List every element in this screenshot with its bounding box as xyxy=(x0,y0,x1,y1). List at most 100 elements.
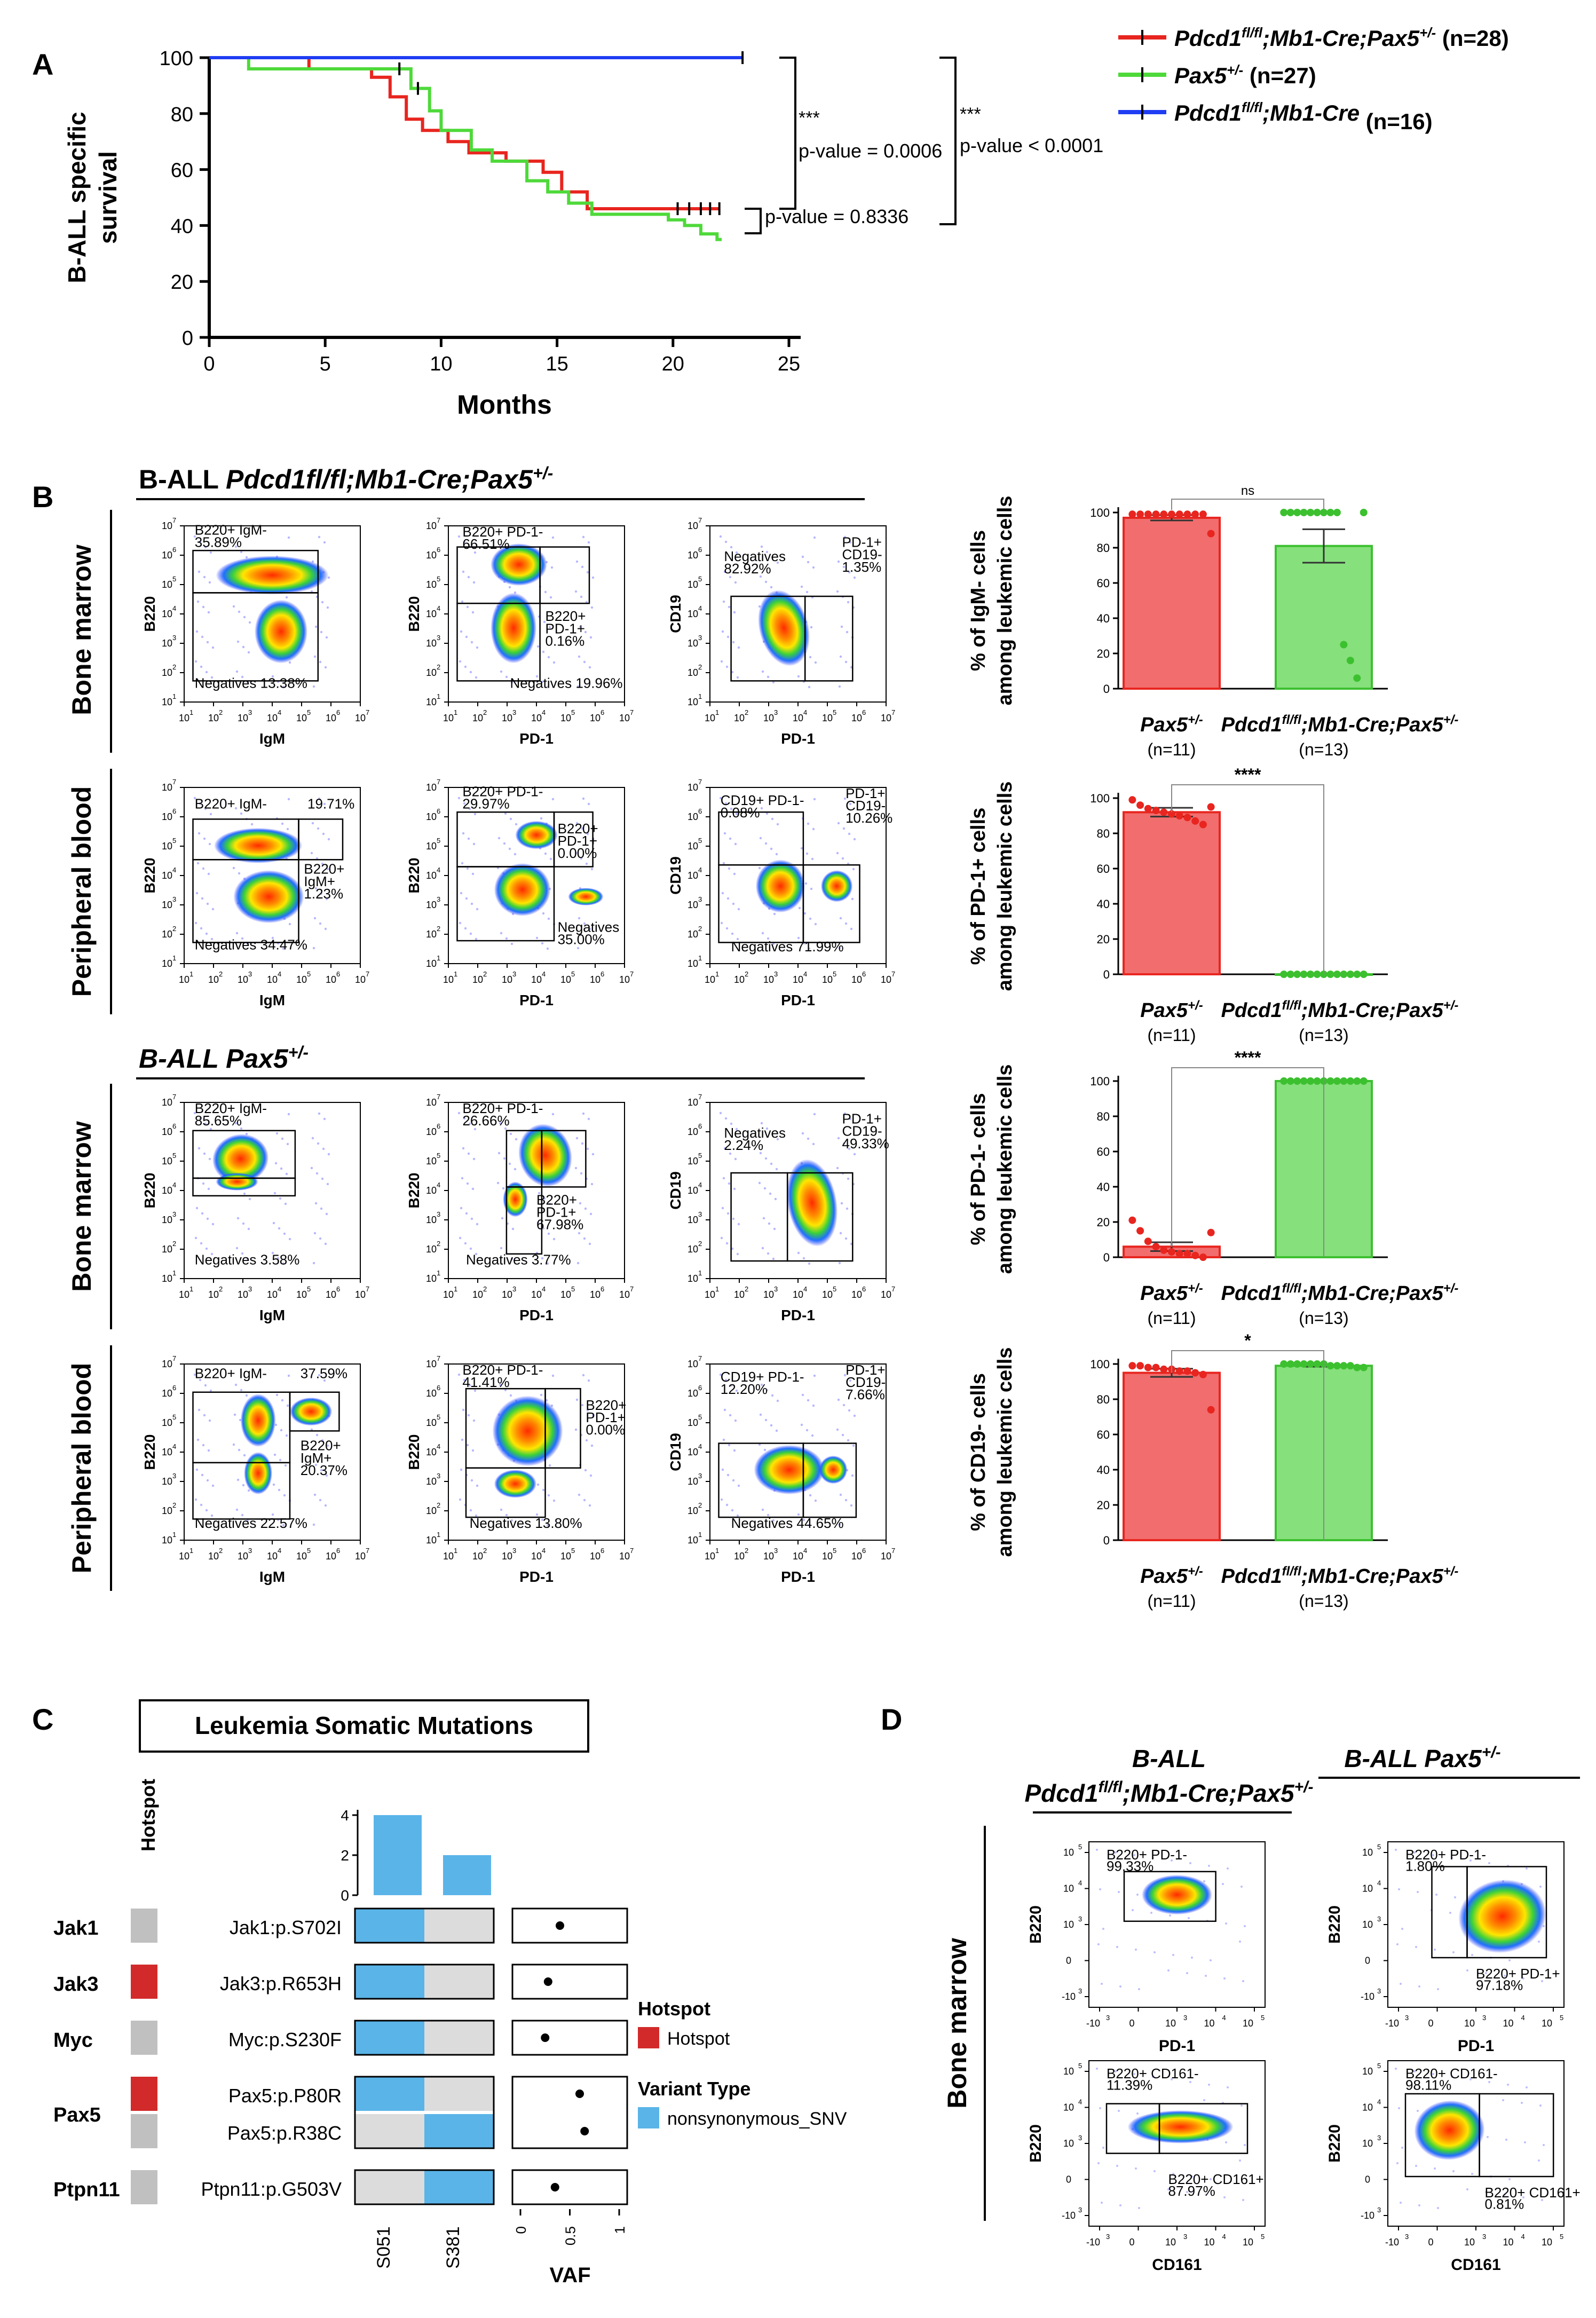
x-axis-label: PD-1 xyxy=(519,1568,554,1585)
group-n-2: (n=13) xyxy=(1299,740,1348,759)
event-dot xyxy=(459,1498,462,1501)
density-blob xyxy=(244,1452,272,1495)
event-dot xyxy=(499,1383,502,1386)
data-point xyxy=(1152,1363,1160,1371)
group-label-part: ;Mb1-Cre;Pax5 xyxy=(1301,999,1444,1022)
event-dot xyxy=(759,1413,762,1416)
data-point xyxy=(1313,509,1321,516)
event-dot xyxy=(1133,1854,1135,1856)
x-tick-base: 10 xyxy=(560,974,571,985)
y-tick-base: 10 xyxy=(426,609,437,619)
event-dot xyxy=(575,1137,579,1140)
event-dot xyxy=(287,536,290,539)
event-dot xyxy=(508,847,511,850)
y-tick-base: 10 xyxy=(688,841,698,851)
event-dot xyxy=(234,545,238,548)
event-dot xyxy=(281,822,284,825)
y-tick-base: 0 xyxy=(1365,1956,1370,1966)
gate-label: 1.23% xyxy=(304,886,343,902)
gate-label: 37.59% xyxy=(301,1365,347,1381)
event-dot xyxy=(246,1257,249,1260)
gate-label: PD-1+ xyxy=(546,620,585,636)
event-dot xyxy=(722,1177,725,1180)
event-dot xyxy=(1538,2159,1540,2162)
event-dot xyxy=(242,1484,245,1487)
data-point xyxy=(1346,1077,1354,1085)
event-dot xyxy=(325,636,328,639)
x-tick-exp: 6 xyxy=(862,708,866,716)
y-tick-exp: 1 xyxy=(437,1531,440,1539)
y-tick-base: 10 xyxy=(1063,2138,1074,2149)
event-dot xyxy=(1152,1857,1154,1859)
x-tick-base: 0 xyxy=(1428,2237,1433,2248)
event-dot xyxy=(812,1404,815,1407)
event-dot xyxy=(587,802,590,806)
y-tick-exp: 3 xyxy=(1377,2206,1381,2214)
data-point xyxy=(1326,509,1334,516)
event-dot xyxy=(1138,2207,1140,2209)
event-dot xyxy=(209,813,212,816)
x-tick-base: 10 xyxy=(355,974,366,985)
x-tick-exp: 5 xyxy=(307,1285,311,1293)
y-axis-label-1: % of CD19- cells xyxy=(967,1373,990,1531)
event-dot xyxy=(311,1137,314,1140)
data-point xyxy=(1191,1369,1199,1377)
y-tick-base: 10 xyxy=(426,1417,437,1428)
event-dot xyxy=(206,641,209,644)
event-dot xyxy=(457,797,461,800)
event-dot xyxy=(575,822,579,825)
event-dot xyxy=(552,1499,556,1502)
event-dot xyxy=(208,842,211,846)
event-dot xyxy=(847,601,850,604)
y-tick-exp: 7 xyxy=(698,1093,702,1101)
group-n-2: (n=13) xyxy=(1299,1591,1348,1611)
gene-box xyxy=(354,1964,495,2000)
y-tick-exp: 3 xyxy=(172,634,176,642)
gate xyxy=(192,1177,296,1197)
event-dot xyxy=(811,857,814,861)
event-dot xyxy=(588,1242,591,1245)
event-dot xyxy=(476,646,479,649)
x-tick-exp: 6 xyxy=(336,970,340,978)
event-dot xyxy=(587,1379,590,1382)
x-tick-exp: 4 xyxy=(1222,2014,1226,2022)
x-tick-base: 10 xyxy=(881,974,891,985)
event-dot xyxy=(476,908,479,911)
mutation-label: Myc:p.S230F xyxy=(228,2029,342,2051)
gate-label: CD19+ PD-1- xyxy=(721,1369,804,1385)
x-tick-exp: 4 xyxy=(803,1547,807,1555)
event-dot xyxy=(1189,1862,1191,1864)
event-dot xyxy=(210,1514,214,1517)
event-dot xyxy=(767,1513,770,1517)
event-dot xyxy=(844,660,848,664)
event-dot xyxy=(282,685,285,689)
y-tick-base: 10 xyxy=(688,1244,698,1255)
gate-label: 98.11% xyxy=(1405,2077,1451,2093)
y-tick-base: 10 xyxy=(426,1535,437,1546)
group-label-part: fl/fl xyxy=(1282,1564,1302,1579)
top-tick-label: 2 xyxy=(341,1847,349,1864)
legend-variant-title: Variant Type xyxy=(638,2078,750,2100)
gate-label: 49.33% xyxy=(842,1136,889,1152)
event-dot xyxy=(1191,1957,1193,1959)
stars-red-vs-blue: *** xyxy=(799,108,820,128)
y-tick-exp: 2 xyxy=(698,1501,702,1509)
vaf-box xyxy=(511,2076,628,2149)
event-dot xyxy=(728,867,731,870)
event-dot xyxy=(235,932,239,935)
event-dot xyxy=(760,1383,763,1386)
event-dot xyxy=(853,1414,856,1417)
gate-label: B220+ IgM- xyxy=(195,1365,267,1381)
event-dot xyxy=(1223,1977,1226,1980)
y-axis-label: B220 xyxy=(1027,1905,1045,1944)
data-point xyxy=(1360,1363,1368,1371)
data-point xyxy=(1326,1077,1334,1085)
vaf-dot xyxy=(575,2090,584,2098)
x-tick-label: 15 xyxy=(546,353,568,375)
x-tick-base: 10 xyxy=(822,713,833,723)
x-tick-base: 10 xyxy=(355,1551,366,1562)
y-tick-base: 10 xyxy=(426,1388,437,1399)
y-tick-exp: 6 xyxy=(698,1122,702,1130)
event-dot xyxy=(1244,1925,1246,1927)
